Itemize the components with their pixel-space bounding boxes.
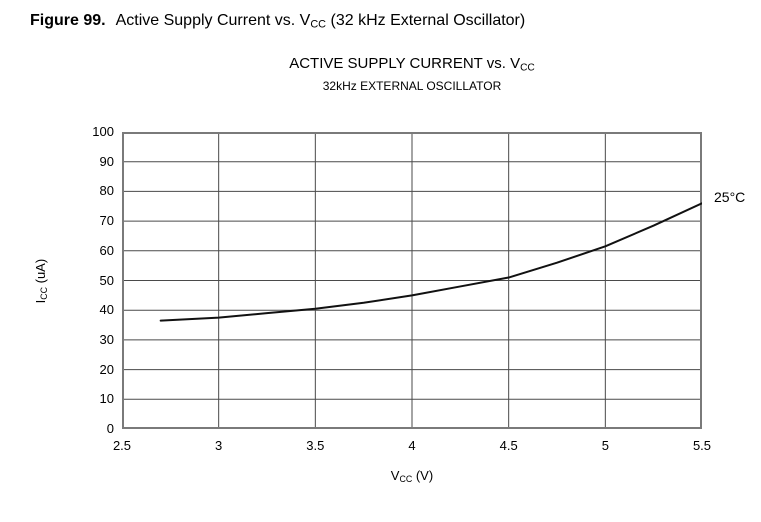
x-tick-label: 5.5 — [692, 438, 712, 453]
figure-number: Figure 99. — [30, 12, 106, 29]
chart-title: ACTIVE SUPPLY CURRENT vs. VCC — [122, 55, 702, 74]
x-tick-label: 4 — [408, 438, 416, 453]
y-tick-label: 100 — [92, 124, 114, 139]
x-tick-label: 3.5 — [306, 438, 325, 453]
y-tick-label: 10 — [99, 391, 114, 407]
figure-title-subscript: CC — [310, 18, 327, 31]
y-tick-label: 50 — [99, 272, 114, 288]
y-axis-label-unit: (uA) — [32, 258, 48, 287]
figure-caption: Figure 99. Active Supply Current vs. VCC … — [30, 12, 525, 31]
y-tick-label: 90 — [99, 153, 114, 169]
y-tick-label: 80 — [99, 183, 114, 199]
y-tick-label: 40 — [99, 302, 114, 318]
plot-area — [122, 132, 702, 429]
figure-title-suffix: (32 kHz External Oscillator) — [326, 12, 526, 29]
y-tick-label: 20 — [99, 361, 114, 377]
y-axis-label-subscript: CC — [39, 286, 50, 300]
figure-title-text: Active Supply Current vs. V — [115, 12, 311, 29]
x-axis-label-text: V — [390, 468, 400, 483]
chart-subtitle: 32kHz EXTERNAL OSCILLATOR — [322, 79, 502, 93]
chart-title-text: ACTIVE SUPPLY CURRENT vs. V — [289, 55, 521, 72]
y-tick-label: 70 — [99, 213, 114, 229]
chart-title-subscript: CC — [520, 62, 535, 74]
y-tick-label: 0 — [106, 421, 114, 436]
y-tick-label: 30 — [99, 331, 114, 347]
y-axis-label: ICC (uA) — [33, 216, 49, 346]
x-tick-label: 3 — [215, 438, 223, 453]
x-tick-label: 5 — [601, 438, 609, 453]
x-tick-label: 4.5 — [499, 438, 518, 453]
plot-frame — [122, 132, 702, 429]
x-tick-label: 2.5 — [112, 438, 132, 453]
y-tick-label: 60 — [99, 242, 114, 258]
x-axis-label-unit: (V) — [412, 468, 434, 483]
x-axis-label-subscript: CC — [399, 474, 413, 485]
series-curve-25c — [159, 202, 702, 322]
x-axis-label: VCC (V) — [122, 468, 702, 484]
series-temperature-label: 25°C — [714, 189, 746, 205]
y-axis-label-text: I — [32, 299, 48, 304]
